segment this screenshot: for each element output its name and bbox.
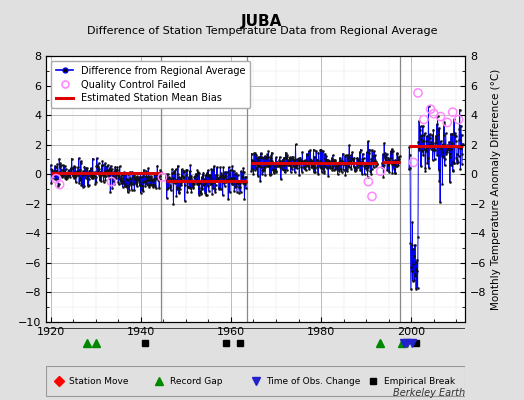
Point [454,116,463,123]
FancyBboxPatch shape [46,366,465,396]
Text: Berkeley Earth: Berkeley Earth [393,388,465,398]
Text: Station Move: Station Move [69,376,129,386]
Text: Empirical Break: Empirical Break [384,376,455,386]
Point [364,178,373,185]
Text: JUBA: JUBA [242,14,282,29]
Point [368,193,376,200]
Point [414,90,422,96]
Point [430,110,438,117]
Point [443,119,452,126]
Point [427,106,435,112]
Legend: Difference from Regional Average, Quality Control Failed, Estimated Station Mean: Difference from Regional Average, Qualit… [51,61,250,108]
Point [56,181,64,188]
Point [409,159,418,166]
Point [52,176,60,182]
Point [107,178,116,185]
Point [436,113,445,120]
Point [376,168,385,174]
Y-axis label: Monthly Temperature Anomaly Difference (°C): Monthly Temperature Anomaly Difference (… [491,68,501,310]
Point [158,174,167,180]
Point [420,116,428,123]
Text: Record Gap: Record Gap [170,376,222,386]
Point [449,109,457,115]
Text: Difference of Station Temperature Data from Regional Average: Difference of Station Temperature Data f… [87,26,437,36]
Text: Time of Obs. Change: Time of Obs. Change [266,376,361,386]
